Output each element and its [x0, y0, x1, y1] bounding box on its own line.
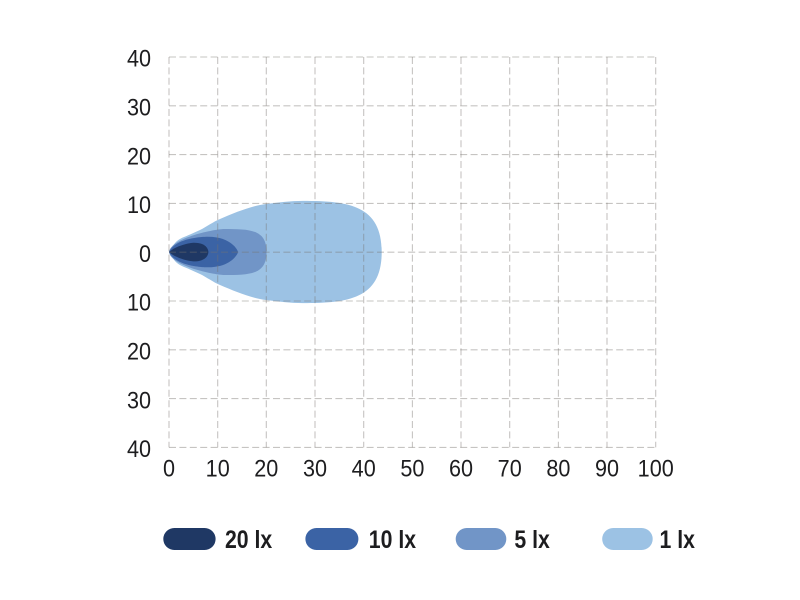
svg-text:40: 40 [352, 454, 376, 481]
svg-text:20: 20 [254, 454, 278, 481]
svg-text:90: 90 [595, 454, 619, 481]
svg-text:100: 100 [638, 454, 674, 481]
svg-text:60: 60 [449, 454, 473, 481]
svg-text:0: 0 [139, 240, 151, 267]
svg-text:10: 10 [127, 289, 151, 316]
svg-text:30: 30 [127, 93, 151, 120]
svg-text:20 lx: 20 lx [225, 525, 272, 553]
svg-text:1 lx: 1 lx [660, 525, 696, 553]
svg-text:10: 10 [206, 454, 230, 481]
svg-text:40: 40 [127, 435, 151, 462]
svg-text:30: 30 [303, 454, 327, 481]
svg-text:0: 0 [163, 454, 175, 481]
svg-text:5 lx: 5 lx [514, 525, 550, 553]
svg-text:80: 80 [546, 454, 570, 481]
svg-text:50: 50 [400, 454, 424, 481]
svg-text:40: 40 [127, 45, 151, 72]
svg-text:20: 20 [127, 337, 151, 364]
svg-text:10: 10 [127, 191, 151, 218]
svg-text:20: 20 [127, 142, 151, 169]
svg-text:70: 70 [498, 454, 522, 481]
svg-text:30: 30 [127, 386, 151, 413]
svg-text:10 lx: 10 lx [369, 525, 416, 553]
